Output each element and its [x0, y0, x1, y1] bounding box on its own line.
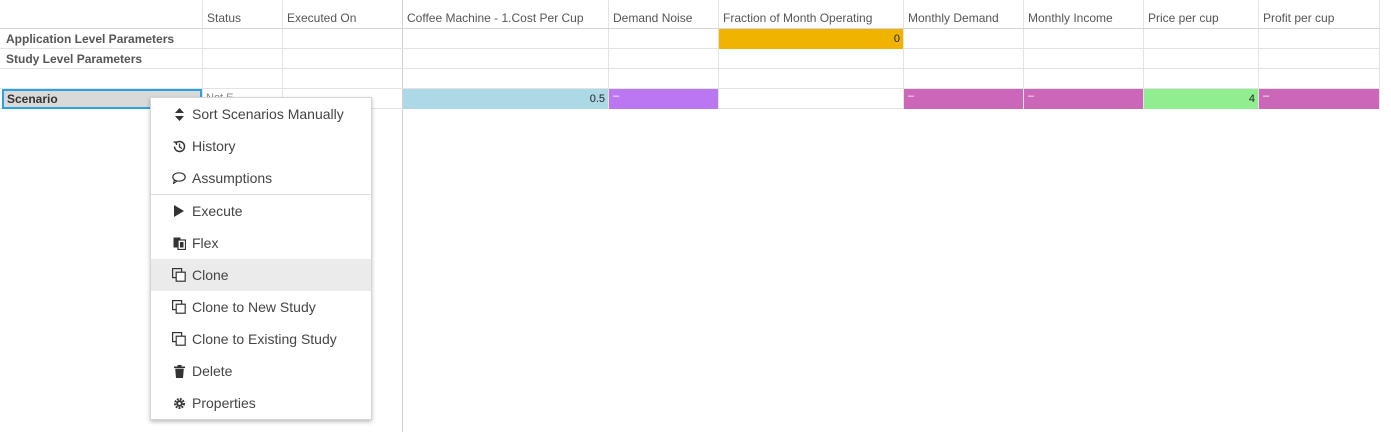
row-divider [0, 68, 1380, 69]
play-icon [171, 205, 187, 217]
column-header-cost-per-cup[interactable]: Coffee Machine - 1.Cost Per Cup [407, 11, 584, 25]
grid-divider [202, 0, 203, 109]
clone-icon [171, 268, 187, 282]
flex-icon [171, 237, 187, 250]
cell-value: 0.5 [589, 93, 605, 105]
grid-divider [1143, 0, 1144, 109]
menu-item-clone-new-study[interactable]: Clone to New Study [151, 291, 371, 323]
grid-divider [1258, 0, 1259, 109]
trash-icon [171, 364, 187, 378]
row-label-application-parameters[interactable]: Application Level Parameters [6, 32, 175, 46]
grid-divider [282, 0, 283, 109]
column-header-price-per-cup[interactable]: Price per cup [1148, 11, 1219, 25]
column-header-monthly-income[interactable]: Monthly Income [1028, 11, 1113, 25]
column-header-demand-noise[interactable]: Demand Noise [613, 11, 693, 25]
cell-value: – [1263, 90, 1270, 102]
cell-value: – [613, 90, 620, 102]
grid-divider [1023, 0, 1024, 109]
grid-divider [1379, 0, 1380, 109]
sort-icon [171, 107, 187, 121]
cell-scenario-monthly-income[interactable]: – [1024, 89, 1143, 109]
menu-divider [151, 194, 371, 195]
row-label-study-parameters[interactable]: Study Level Parameters [6, 52, 143, 66]
menu-item-label: Clone [192, 267, 229, 283]
cell-application-fraction-month[interactable]: 0 [719, 29, 903, 49]
column-header-executed-on[interactable]: Executed On [287, 11, 357, 25]
cell-value: – [1028, 90, 1035, 102]
header-divider [0, 28, 1380, 29]
menu-item-history[interactable]: History [151, 130, 371, 162]
row-divider [0, 48, 1380, 49]
clone-icon [171, 300, 187, 314]
row-divider [0, 88, 1380, 89]
menu-item-label: Delete [192, 363, 233, 379]
column-header-status[interactable]: Status [207, 11, 242, 25]
menu-item-label: Flex [192, 235, 219, 251]
cell-value: 0 [893, 33, 900, 45]
context-menu: Sort Scenarios Manually History Assumpti… [150, 97, 372, 420]
menu-item-label: Clone to New Study [192, 299, 316, 315]
frozen-pane-divider [402, 0, 403, 432]
menu-item-label: Sort Scenarios Manually [192, 106, 344, 122]
column-header-monthly-demand[interactable]: Monthly Demand [908, 11, 999, 25]
cell-scenario-demand-noise[interactable]: – [609, 89, 718, 109]
menu-item-clone-existing-study[interactable]: Clone to Existing Study [151, 323, 371, 355]
cell-scenario-price-per-cup[interactable]: 4 [1144, 89, 1258, 109]
menu-item-flex[interactable]: Flex [151, 227, 371, 259]
menu-item-label: Clone to Existing Study [192, 331, 337, 347]
history-icon [171, 140, 187, 153]
grid-divider [718, 0, 719, 109]
menu-item-label: Properties [192, 395, 256, 411]
menu-item-sort-scenarios[interactable]: Sort Scenarios Manually [151, 98, 371, 130]
cell-scenario-monthly-demand[interactable]: – [904, 89, 1023, 109]
cell-scenario-cost-per-cup[interactable]: 0.5 [403, 89, 608, 109]
cell-value: – [908, 90, 915, 102]
grid-divider [903, 0, 904, 109]
menu-item-label: History [192, 138, 236, 154]
gear-icon [171, 397, 187, 410]
column-header-fraction-month[interactable]: Fraction of Month Operating [723, 11, 873, 25]
comment-icon [171, 172, 187, 184]
menu-item-execute[interactable]: Execute [151, 195, 371, 227]
menu-item-label: Assumptions [192, 170, 273, 186]
grid-divider [608, 0, 609, 109]
menu-item-delete[interactable]: Delete [151, 355, 371, 387]
column-header-profit-per-cup[interactable]: Profit per cup [1263, 11, 1335, 25]
menu-item-label: Execute [192, 203, 243, 219]
cell-scenario-profit-per-cup[interactable]: – [1259, 89, 1379, 109]
clone-icon [171, 332, 187, 346]
menu-item-properties[interactable]: Properties [151, 387, 371, 419]
cell-value: 4 [1248, 93, 1255, 105]
menu-item-assumptions[interactable]: Assumptions [151, 162, 371, 194]
menu-item-clone[interactable]: Clone [151, 259, 371, 291]
